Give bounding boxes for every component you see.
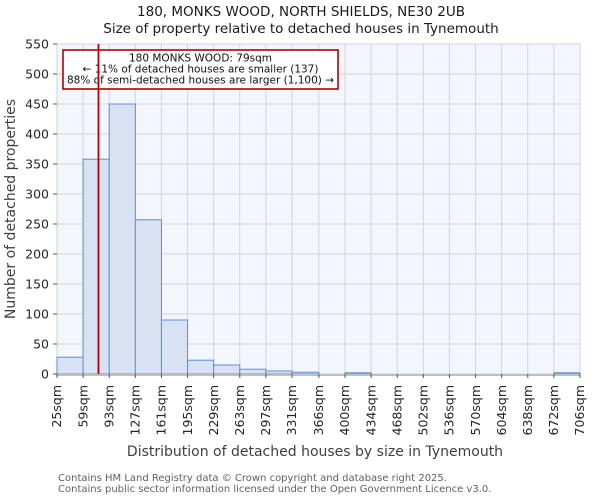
y-tick-label: 0: [41, 367, 49, 382]
y-tick-label: 350: [25, 157, 49, 172]
histogram-bar: [134, 219, 162, 375]
histogram-bar: [56, 356, 84, 375]
x-tick-label: 161sqm: [154, 385, 169, 435]
y-tick-label: 500: [25, 67, 49, 82]
y-tick-label: 550: [25, 37, 49, 52]
annotation-line-2: ← 11% of detached houses are smaller (13…: [83, 64, 319, 76]
axis-ticks: 0 50 100 150 200 250 300 350 400 450 500 550 25sqm 59…: [25, 37, 587, 436]
histogram-bar: [160, 319, 189, 375]
x-tick-label: 331sqm: [284, 385, 299, 435]
histogram-bar: [213, 364, 241, 375]
x-tick-label: 25sqm: [49, 385, 64, 428]
y-tick-label: 250: [25, 217, 49, 232]
histogram-bar: [291, 371, 320, 375]
x-tick-label: 93sqm: [101, 385, 116, 428]
histogram-bar: [344, 372, 372, 375]
y-tick-label: 450: [25, 97, 49, 112]
y-axis-title: Number of detached properties: [3, 99, 19, 319]
chart-title: 180, MONKS WOOD, NORTH SHIELDS, NE30 2UB: [137, 4, 465, 20]
y-tick-label: 100: [25, 307, 49, 322]
x-axis-title: Distribution of detached houses by size …: [127, 444, 503, 460]
histogram-bar: [553, 372, 581, 375]
x-tick-label: 638sqm: [520, 385, 535, 435]
footer-attribution-line-1: Contains HM Land Registry data © Crown c…: [58, 473, 447, 484]
y-tick-label: 400: [25, 127, 49, 142]
histogram-bar: [108, 103, 136, 375]
x-tick-label: 229sqm: [206, 385, 221, 435]
x-tick-label: 536sqm: [442, 385, 457, 435]
annotation-box: 180 MONKS WOOD: 79sqm ← 11% of detached …: [62, 49, 339, 90]
annotation-border: [62, 49, 339, 90]
footer-attribution-line-2: Contains public sector information licen…: [58, 484, 491, 495]
x-tick-label: 434sqm: [363, 385, 378, 435]
x-tick-label: 502sqm: [416, 385, 431, 435]
y-tick-label: 150: [25, 277, 49, 292]
x-tick-label: 127sqm: [128, 385, 143, 435]
chart-subtitle: Size of property relative to detached ho…: [103, 21, 498, 37]
histogram-bar: [265, 370, 293, 375]
x-tick-label: 468sqm: [389, 385, 404, 435]
x-tick-label: 263sqm: [232, 385, 247, 435]
y-tick-label: 50: [33, 337, 49, 352]
histogram-bars: [56, 103, 581, 375]
x-tick-label: 672sqm: [546, 385, 561, 435]
histogram-bar: [82, 158, 110, 375]
x-tick-label: 570sqm: [468, 385, 483, 435]
histogram-bar: [239, 368, 267, 375]
histogram-bar: [187, 359, 215, 375]
y-tick-label: 200: [25, 247, 49, 262]
x-tick-label: 706sqm: [572, 385, 587, 435]
x-tick-label: 195sqm: [180, 385, 195, 435]
x-tick-label: 297sqm: [258, 385, 273, 435]
x-tick-label: 366sqm: [311, 385, 326, 435]
y-tick-label: 300: [25, 187, 49, 202]
x-tick-label: 59sqm: [75, 385, 90, 428]
x-tick-label: 400sqm: [337, 385, 352, 435]
annotation-line-1: 180 MONKS WOOD: 79sqm: [129, 53, 272, 65]
x-tick-label: 604sqm: [494, 385, 509, 435]
annotation-line-3: 88% of semi-detached houses are larger (…: [67, 75, 334, 87]
